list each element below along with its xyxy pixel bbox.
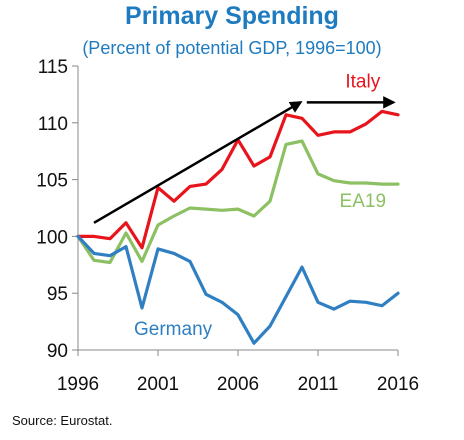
y-tick-label: 105 [36, 171, 68, 192]
y-tick-label: 100 [36, 227, 68, 248]
series-label-italy: Italy [345, 72, 380, 93]
chart-subtitle: (Percent of potential GDP, 1996=100) [82, 38, 382, 58]
series-line-ea19 [76, 139, 400, 265]
chart-title: Primary Spending [125, 2, 339, 30]
x-tick-label: 2001 [137, 374, 179, 395]
series-label-ea19: EA19 [340, 191, 386, 212]
series-line-germany [76, 234, 400, 345]
x-tick-label: 2006 [217, 374, 259, 395]
series-label-germany: Germany [134, 319, 213, 340]
series-line-italy [76, 109, 400, 250]
source-note: Source: Eurostat. [12, 413, 113, 428]
y-tick-label: 90 [47, 341, 68, 362]
y-tick-label: 110 [38, 114, 68, 135]
x-tick-label: 2011 [298, 374, 339, 395]
y-tick-label: 95 [47, 284, 68, 305]
x-tick-label: 2016 [377, 374, 419, 395]
trend-arrow-1 [93, 101, 303, 224]
y-tick-label: 115 [38, 57, 68, 78]
x-tick-label: 1996 [57, 374, 99, 395]
